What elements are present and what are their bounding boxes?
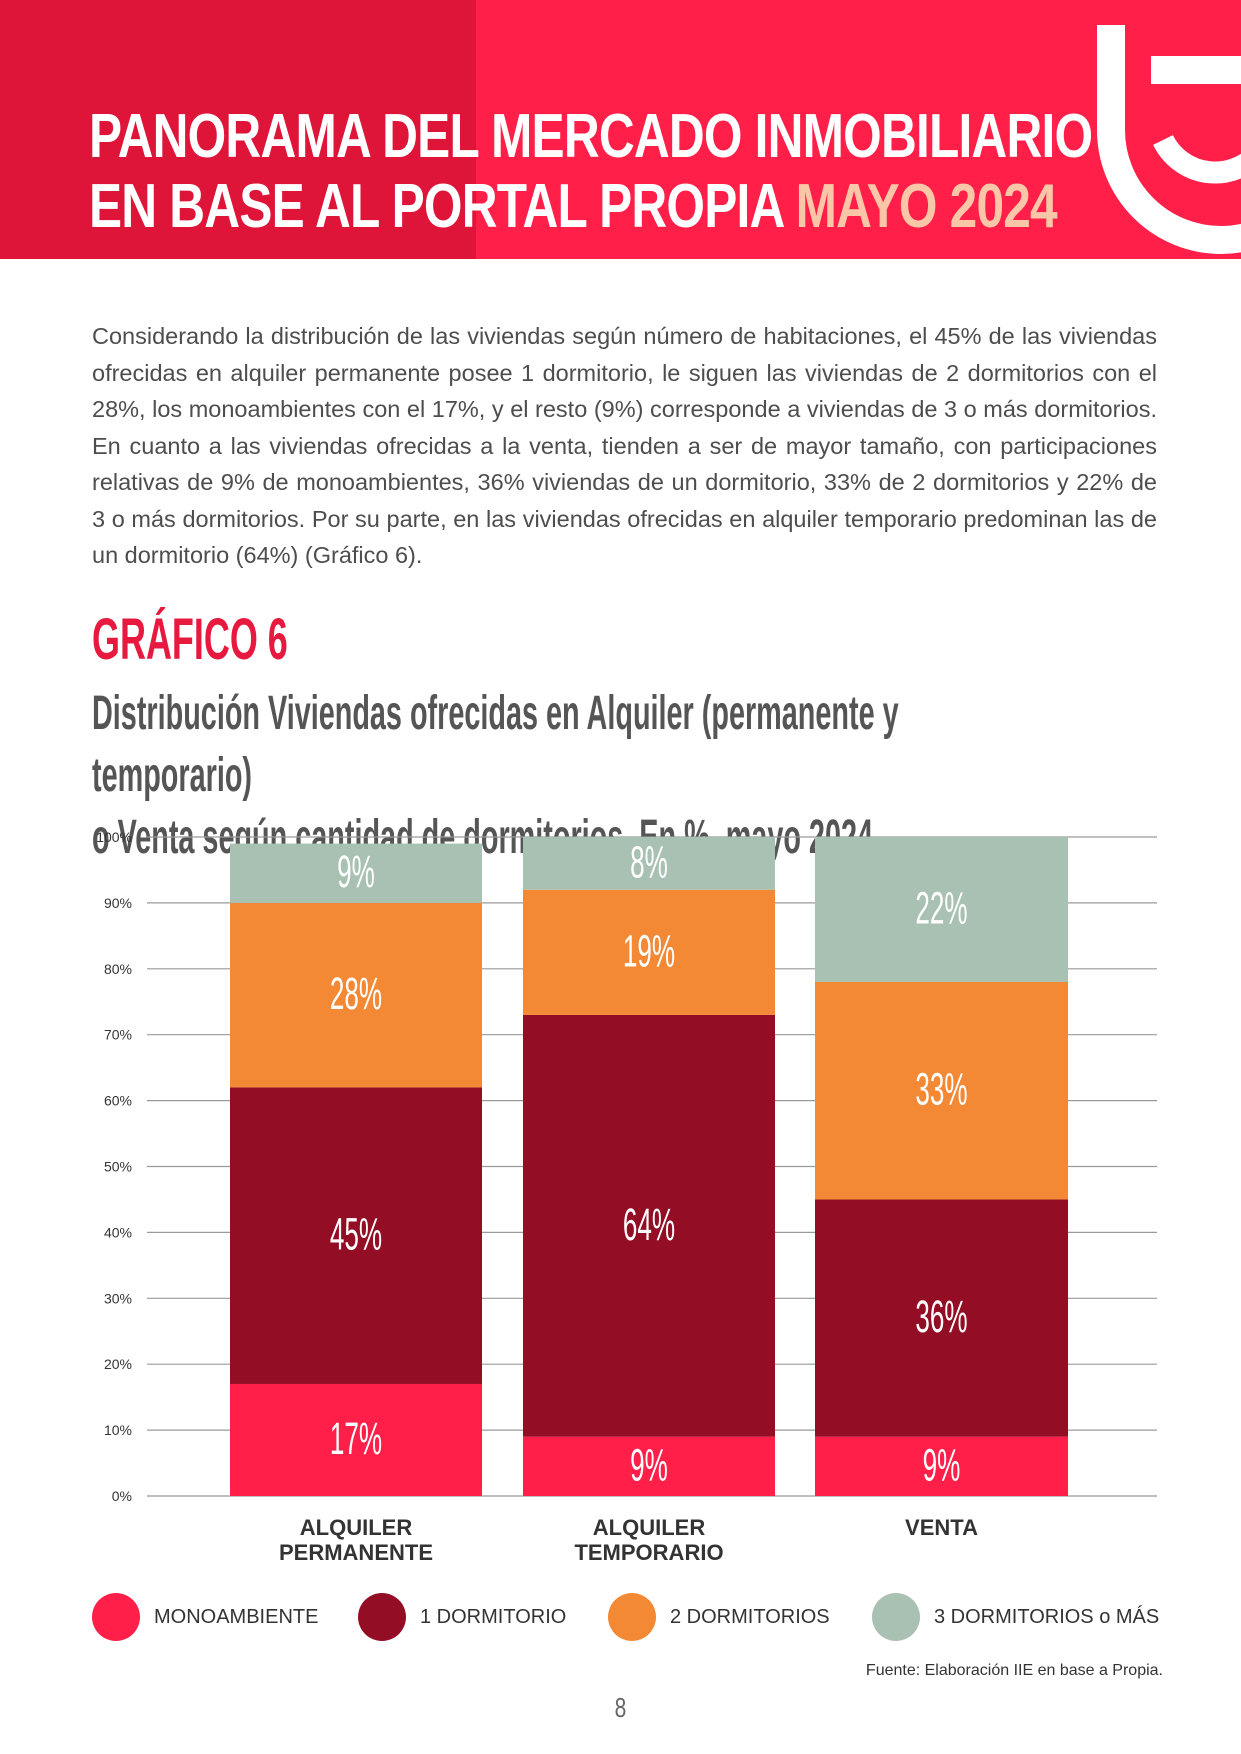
report-title-line2: EN BASE AL PORTAL PROPIA	[89, 172, 783, 241]
legend-label: 3 DORMITORIOS o MÁS	[934, 1605, 1160, 1628]
category-label: PERMANENTE	[279, 1540, 433, 1565]
category-label: TEMPORARIO	[574, 1540, 723, 1565]
data-label: 19%	[623, 926, 675, 976]
y-tick-label: 60%	[104, 1093, 132, 1109]
figure-label: GRÁFICO 6	[92, 607, 288, 672]
page-number: 8	[614, 1692, 627, 1723]
data-label: 8%	[630, 837, 668, 887]
y-tick-label: 30%	[104, 1290, 132, 1306]
bar-segment	[523, 889, 775, 1015]
category-label: ALQUILER	[593, 1515, 706, 1540]
report-date: MAYO 2024	[795, 172, 1058, 241]
category-label: VENTA	[905, 1515, 978, 1540]
data-label: 33%	[915, 1064, 967, 1114]
source-note: Fuente: Elaboración IIE en base a Propia…	[865, 1662, 1163, 1679]
legend-swatch	[608, 1593, 656, 1641]
brand-logo-icon	[1097, 25, 1241, 254]
y-tick-label: 0%	[112, 1488, 132, 1504]
banner-shade	[0, 0, 476, 259]
report-title-line1: PANORAMA DEL MERCADO INMOBILIARIO	[89, 102, 1093, 171]
legend-swatch	[358, 1593, 406, 1641]
data-label: 64%	[623, 1199, 675, 1249]
y-tick-label: 50%	[104, 1159, 132, 1175]
legend-item: 2 DORMITORIOS	[608, 1592, 830, 1642]
bar-segment	[815, 837, 1068, 982]
data-label: 28%	[330, 969, 382, 1019]
data-label: 36%	[915, 1292, 967, 1342]
legend-swatch	[92, 1593, 140, 1641]
y-tick-label: 80%	[104, 961, 132, 977]
y-tick-label: 40%	[104, 1224, 132, 1240]
legend-item: 3 DORMITORIOS o MÁS	[872, 1592, 1159, 1642]
report-title: PANORAMA DEL MERCADO INMOBILIARIO EN BAS…	[89, 102, 1093, 242]
data-label: 22%	[915, 883, 967, 933]
stacked-bar-chart: 0% 10% 20% 30% 40% 50% 60% 70% 80% 90% 100% 17% 45% 2…	[96, 829, 1157, 1565]
data-label: 17%	[330, 1414, 382, 1464]
chart-legend: MONOAMBIENTE 1 DORMITORIO 2 DORMITORIOS 3 D…	[92, 1592, 1172, 1642]
data-label: 9%	[337, 847, 375, 897]
bar-segment	[230, 843, 482, 903]
legend-label: MONOAMBIENTE	[154, 1605, 319, 1628]
legend-item: 1 DORMITORIO	[358, 1592, 566, 1642]
legend-label: 2 DORMITORIOS	[670, 1605, 830, 1628]
bar-segment	[230, 902, 482, 1088]
y-tick-label: 100%	[96, 829, 132, 845]
bar-segment	[523, 1436, 775, 1496]
legend-swatch	[872, 1593, 920, 1641]
legend-label: 1 DORMITORIO	[420, 1605, 567, 1628]
bar-segment	[230, 1383, 482, 1496]
figure-title-line1: Distribución Viviendas ofrecidas en Alqu…	[92, 687, 899, 802]
category-label: ALQUILER	[300, 1515, 413, 1540]
bar-segment	[230, 1087, 482, 1384]
data-label: 45%	[330, 1209, 382, 1259]
legend-item: MONOAMBIENTE	[92, 1592, 318, 1642]
intro-paragraph: Considerando la distribución de las vivi…	[92, 323, 1157, 568]
bar-segment	[815, 1199, 1068, 1437]
bar-segment	[815, 1436, 1068, 1496]
y-tick-label: 90%	[104, 895, 132, 911]
bar-segment	[523, 837, 775, 890]
y-tick-label: 10%	[104, 1422, 132, 1438]
y-tick-label: 70%	[104, 1027, 132, 1043]
bar-segment	[815, 981, 1068, 1200]
bar-segment	[523, 1014, 775, 1437]
data-label: 9%	[923, 1440, 961, 1490]
y-tick-label: 20%	[104, 1356, 132, 1372]
header-banner: PANORAMA DEL MERCADO INMOBILIARIO EN BAS…	[0, 0, 1241, 259]
data-label: 9%	[630, 1440, 668, 1490]
